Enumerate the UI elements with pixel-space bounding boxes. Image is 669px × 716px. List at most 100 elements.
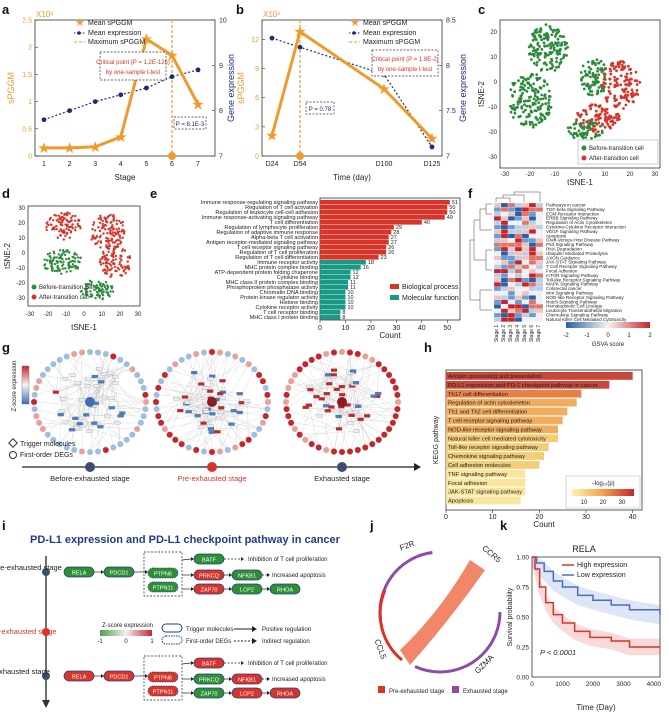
category-label: MHC protein complex binding [245,265,318,271]
network-edge [310,384,355,390]
heatmap-cell [507,211,516,217]
panel-d-legend-1: After-transition cell [39,295,89,301]
network-edge [196,424,232,451]
scatter-point [111,228,115,231]
heatmap-cell [535,233,544,239]
network-node [32,384,40,392]
category-label: Regulation of actin cytoskeleton [448,401,530,407]
scatter-point [597,73,601,77]
scatter-point [622,107,625,110]
network-node [78,448,86,455]
scatter-point [100,285,103,288]
network-node [338,448,346,456]
heatmap-cell [507,246,516,252]
network-edge [309,364,379,387]
scatter-point [540,48,544,51]
scatter-point [614,113,618,117]
svg-text:LCP2: LCP2 [240,588,254,594]
scatter-point [68,251,71,254]
network-node [330,448,338,455]
scatter-point [544,44,548,48]
network-node [308,440,316,448]
network-trigger-node [119,411,126,415]
panel-i-legend-3: Indirect regulation [262,639,310,645]
scatter-point [587,65,591,69]
network-node [263,405,271,413]
panel-i-z-tick-2: 1 [150,639,154,645]
scatter-point [544,102,548,106]
ytick-label: -30 [16,296,25,302]
scatter-point [111,258,115,262]
scatter-point [531,32,534,36]
heatmap-cell [521,246,530,252]
scatter-point [551,43,555,47]
scatter-point [89,290,92,293]
panel-h-xlabel: Count [533,520,555,529]
network-edge [299,374,329,435]
scatter-point [535,63,539,67]
heatmap-cell [493,251,502,256]
category-label: PD-L1 expression and PD-1 checkpoint pat… [448,383,598,389]
panel-b-line-chart: X10² Time (day) sPGGM Gene expression 03… [236,10,468,182]
category-label: Toll-like receptor signaling pathway [448,445,538,451]
scatter-point [91,236,95,239]
network-node [166,365,174,373]
pathway-label: MAPK Signaling Pathway [546,282,599,287]
network-edge [331,389,338,408]
scatter-point [590,93,594,97]
network-edge [186,383,202,404]
network-edge [176,398,268,410]
network-edge [42,376,116,430]
heatmap-cell [500,251,509,256]
network-edge [210,364,249,427]
svg-text:RHOA: RHOA [277,692,293,698]
network-edge [100,426,138,430]
svg-text:PDCD1: PDCD1 [110,571,129,577]
scatter-point [79,227,82,230]
heatmap-cell [500,216,509,221]
xtick-label: 0 [578,172,582,178]
network-node [94,349,102,356]
bar [320,220,422,225]
network-node [39,371,47,379]
network-trigger-node [202,386,210,390]
network-edge [360,419,393,423]
legend-star-icon: ★ [75,17,85,29]
network-edge [353,384,357,406]
scatter-point [630,88,634,92]
scatter-point [528,52,531,56]
heatmap-cell [528,260,537,265]
svg-text:PTPN11: PTPN11 [153,586,174,592]
scatter-point [513,90,516,94]
survival-curve-high [532,556,660,648]
heatmap-cell [500,312,509,318]
network-node [264,398,272,406]
point-mean-spggm-star: ★ [425,131,438,148]
panel-h-ylabel: KEGG pathway [433,415,440,464]
network-trigger-node [106,371,114,375]
scatter-point [575,118,578,122]
panel-k-axes-frame [531,556,661,678]
network-edge [341,353,358,395]
xtick-label: 4 [119,161,123,168]
scatter-point [595,58,599,62]
scatter-point [594,118,598,122]
heatmap-cell [535,312,544,318]
scatter-point [43,263,47,266]
heatmap-cell [521,312,530,318]
xtick-label: 10 [99,312,106,318]
scatter-point [124,272,127,275]
scatter-point [533,37,537,41]
scatter-point [57,214,60,217]
scatter-point [550,33,554,37]
scatter-point [582,121,585,125]
network-edge [105,353,118,423]
heatmap-cell [528,246,537,252]
bar-value-label: 11 [350,280,356,286]
ytick-label: 0.25 [516,645,529,652]
scatter-point [99,214,102,217]
bar-value-label: 10 [347,300,353,306]
scatter-point [106,232,109,235]
network-edge [89,369,100,453]
